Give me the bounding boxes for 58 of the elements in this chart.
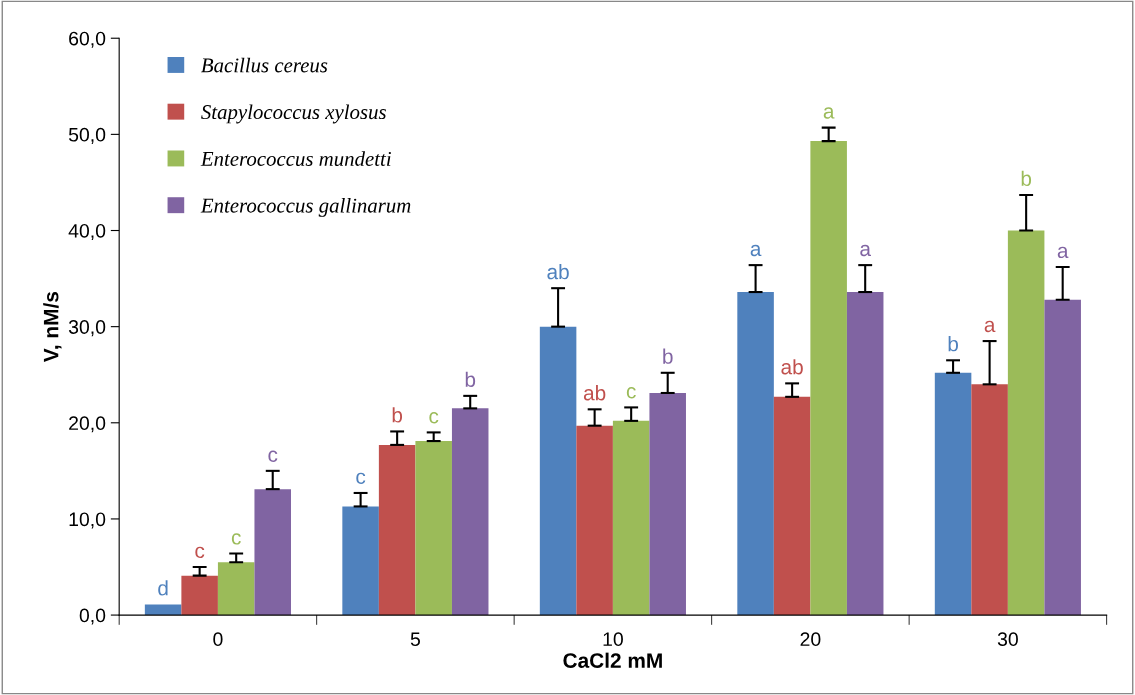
data-label: ab	[781, 359, 803, 375]
y-tick-label: 60,0	[69, 31, 106, 48]
data-label: a	[823, 107, 835, 119]
x-tick-label: 0	[213, 632, 223, 647]
data-label: c	[195, 546, 205, 559]
bar	[810, 141, 847, 616]
x-tick-label: 10	[603, 632, 623, 647]
x-tick-label: 5	[410, 632, 420, 647]
data-label: a	[860, 244, 871, 257]
data-label: ab	[583, 385, 606, 401]
bar	[254, 489, 291, 616]
bar	[217, 562, 255, 616]
legend-label: Enterococcus gallinarum	[200, 197, 411, 217]
bar	[1007, 230, 1045, 616]
data-label: b	[465, 371, 476, 387]
y-axis-title: V, nM/s	[43, 291, 62, 363]
data-label: b	[663, 348, 673, 364]
y-tick-label: 0,0	[79, 608, 106, 625]
bar	[1044, 299, 1081, 616]
x-axis-title: CaCl2 mM	[563, 652, 662, 668]
bar	[144, 604, 182, 616]
bar	[539, 326, 577, 616]
data-label: a	[750, 244, 762, 257]
bar	[934, 372, 972, 616]
data-label: b	[948, 336, 958, 352]
x-tick-label: 30	[997, 632, 1018, 647]
y-tick-label: 30,0	[68, 320, 106, 337]
x-tick-label: 20	[800, 632, 821, 647]
bar	[181, 575, 218, 616]
bar	[737, 292, 774, 616]
data-label: d	[158, 580, 168, 596]
data-label: c	[268, 450, 278, 462]
data-label: a	[1057, 246, 1069, 259]
bar	[342, 506, 379, 616]
data-label: c	[429, 412, 439, 424]
data-label: c	[231, 533, 241, 545]
legend-label: Stapylococcus xylosus	[201, 104, 386, 124]
data-label: a	[984, 320, 996, 333]
data-label: ab	[547, 263, 569, 280]
legend-label: Bacillus cereus	[201, 57, 328, 73]
bar	[415, 441, 452, 616]
legend-label: Enterococcus mundetti	[200, 151, 391, 166]
data-label: c	[626, 387, 636, 399]
bar	[773, 396, 811, 616]
data-label: b	[392, 407, 403, 423]
data-label: c	[356, 472, 366, 485]
bar	[451, 408, 489, 616]
bar	[971, 384, 1008, 616]
y-tick-label: 10,0	[69, 512, 106, 529]
y-tick-label: 50,0	[68, 127, 106, 144]
bar	[649, 392, 686, 616]
data-label: b	[1021, 170, 1032, 187]
y-tick-label: 40,0	[68, 223, 106, 241]
bar	[576, 425, 613, 616]
y-tick-label: 20,0	[69, 416, 106, 433]
bar	[846, 292, 884, 616]
bar	[378, 444, 416, 616]
bar	[612, 420, 650, 616]
